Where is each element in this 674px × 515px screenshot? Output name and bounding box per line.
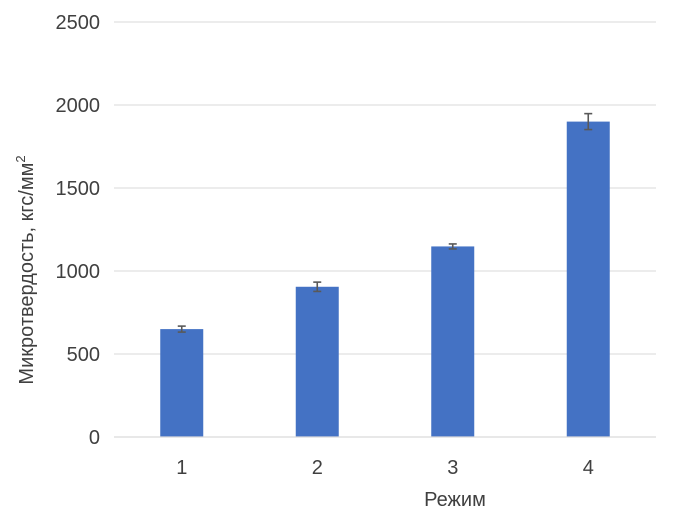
bar-1 [160,329,204,437]
y-axis-title-text: Микротвердость, кгс/мм [16,163,38,385]
x-axis-title: Режим [424,489,486,511]
bar-4 [566,121,610,437]
y-tick-label: 1500 [56,178,101,200]
x-axis-ticks: 1 2 3 4 [176,457,594,479]
y-tick-label: 500 [67,344,100,366]
bar-2 [295,286,339,437]
y-tick-label: 2500 [56,12,101,34]
gridlines [114,21,656,355]
error-bar-3 [448,243,457,250]
x-tick-label: 2 [312,457,323,479]
y-tick-label: 1000 [56,261,101,283]
error-bar-2 [313,281,322,293]
error-bar-4 [584,112,593,131]
bars [160,121,610,437]
y-axis-title: Микротвердость, кгс/мм2 [13,155,38,384]
error-bar-1 [177,325,186,333]
x-tick-label: 3 [447,457,458,479]
x-tick-label: 4 [583,457,594,479]
y-tick-label: 0 [89,427,100,449]
y-axis-ticks: 0 500 1000 1500 2000 2500 [56,12,101,449]
y-axis-title-superscript: 2 [13,155,28,162]
y-tick-label: 2000 [56,95,101,117]
error-bars [177,112,593,333]
bar-3 [431,246,475,437]
x-tick-label: 1 [176,457,187,479]
